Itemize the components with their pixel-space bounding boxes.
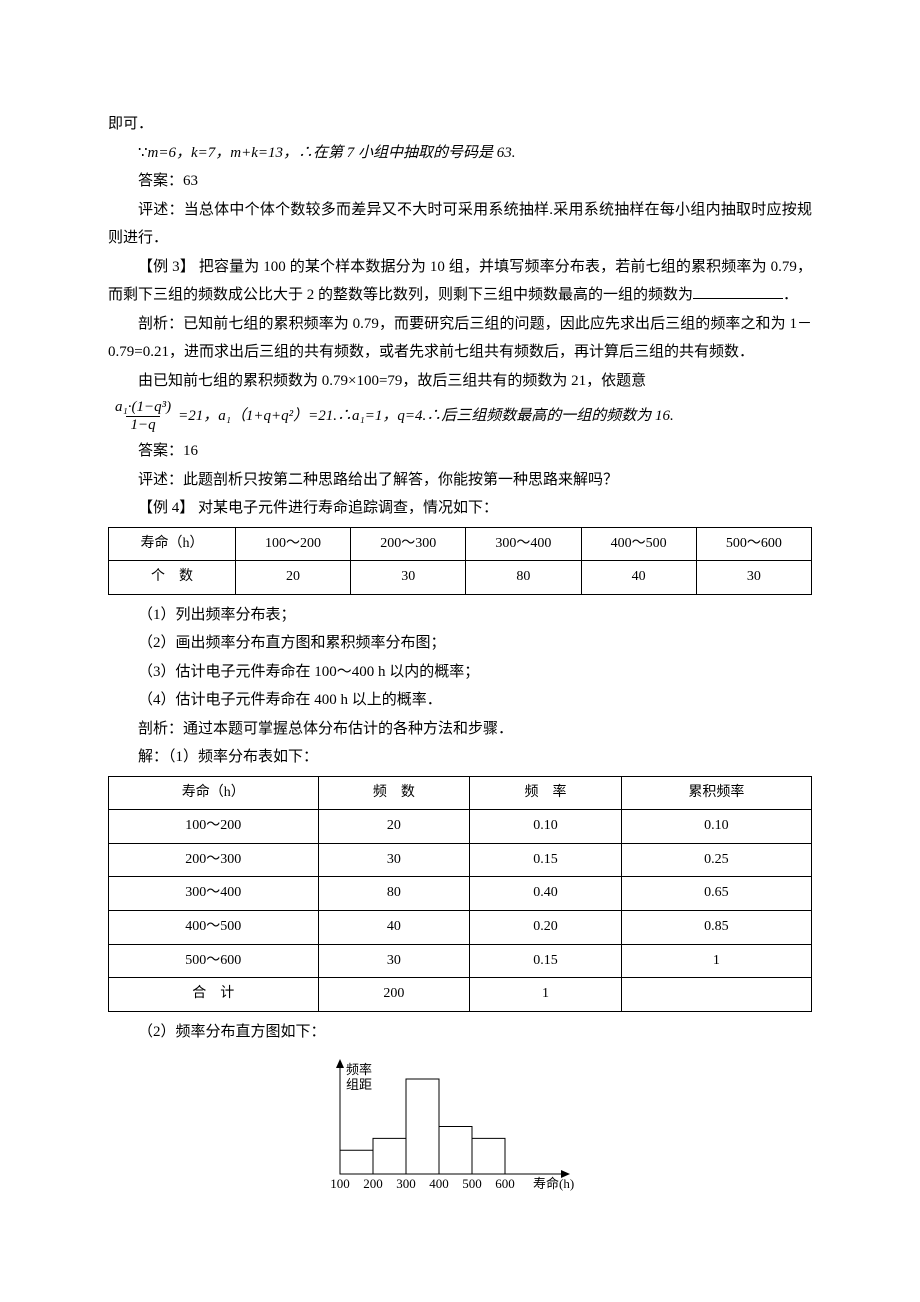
- table-cell: 80: [466, 561, 581, 595]
- table-header: 200～300: [351, 527, 466, 561]
- table-cell: 0.85: [621, 911, 811, 945]
- table-cell: 合 计: [109, 978, 319, 1012]
- svg-text:400: 400: [429, 1176, 449, 1191]
- fraction: a₁·(1−q³) 1−q: [111, 399, 175, 433]
- table-cell: 40: [318, 911, 470, 945]
- table-row: 合 计 200 1: [109, 978, 812, 1012]
- table-cell: 40: [581, 561, 696, 595]
- table-header: 频 数: [318, 776, 470, 810]
- table-cell: [621, 978, 811, 1012]
- table-row: 300～400 80 0.40 0.65: [109, 877, 812, 911]
- table-cell: 100～200: [109, 810, 319, 844]
- table-cell: 30: [318, 843, 470, 877]
- because-symbol: ∵: [138, 145, 148, 161]
- table-cell: 500～600: [109, 944, 319, 978]
- paragraph-derivation: ∵m=6，k=7，m+k=13，∴在第 7 小组中抽取的号码是 63.: [108, 139, 812, 168]
- example-3: 【例 3】 把容量为 100 的某个样本数据分为 10 组，并填写频率分布表，若…: [108, 253, 812, 310]
- table-cell: 30: [696, 561, 811, 595]
- svg-text:300: 300: [396, 1176, 416, 1191]
- svg-text:100: 100: [330, 1176, 350, 1191]
- table-row: 200～300 30 0.15 0.25: [109, 843, 812, 877]
- svg-text:600: 600: [495, 1176, 515, 1191]
- table-cell: 0.15: [470, 944, 622, 978]
- paragraph-cont: 即可．: [108, 110, 812, 139]
- table-cell: 1: [621, 944, 811, 978]
- table-header: 频 率: [470, 776, 622, 810]
- table-cell: 0.40: [470, 877, 622, 911]
- formula-line: a₁·(1−q³) 1−q =21，a₁（1+q+q²）=21.∴a₁=1，q=…: [108, 399, 812, 433]
- table-header: 500～600: [696, 527, 811, 561]
- question-4: （4）估计电子元件寿命在 400 h 以上的概率．: [108, 686, 812, 715]
- table-cell: 20: [318, 810, 470, 844]
- svg-text:频率: 频率: [346, 1062, 372, 1077]
- fraction-denominator: 1−q: [126, 416, 159, 434]
- table-row: 400～500 40 0.20 0.85: [109, 911, 812, 945]
- table-cell: 80: [318, 877, 470, 911]
- histogram-wrapper: 100 200 300 400 500 600 频率组距寿命(h): [108, 1054, 812, 1204]
- table-cell: 30: [351, 561, 466, 595]
- table-cell: 300～400: [109, 877, 319, 911]
- table-header: 累积频率: [621, 776, 811, 810]
- table-cell: 400～500: [109, 911, 319, 945]
- example-4: 【例 4】 对某电子元件进行寿命追踪调查，情况如下：: [108, 494, 812, 523]
- table-row: 寿命（h） 频 数 频 率 累积频率: [109, 776, 812, 810]
- math-expr: m=6，k=7，m+k=13，∴在第 7 小组中抽取的号码是 63.: [148, 145, 516, 161]
- analysis-paragraph: 剖析：已知前七组的累积频率为 0.79，而要研究后三组的问题，因此应先求出后三组…: [108, 310, 812, 367]
- solution-1: 解：（1）频率分布表如下：: [108, 743, 812, 772]
- formula-rest: =21，a₁（1+q+q²）=21.∴a₁=1，q=4.∴后三组频数最高的一组的…: [178, 402, 674, 431]
- svg-text:寿命(h): 寿命(h): [533, 1176, 574, 1191]
- table-cell: 个 数: [109, 561, 236, 595]
- table-header: 寿命（h）: [109, 776, 319, 810]
- table-row: 100～200 20 0.10 0.10: [109, 810, 812, 844]
- frequency-table: 寿命（h） 频 数 频 率 累积频率 100～200 20 0.10 0.10 …: [108, 776, 812, 1012]
- answer-line: 答案：63: [108, 167, 812, 196]
- example-3-end: ．: [783, 287, 798, 303]
- solution-2: （2）频率分布直方图如下：: [108, 1018, 812, 1047]
- table-cell: 0.65: [621, 877, 811, 911]
- table-cell: 0.20: [470, 911, 622, 945]
- answer-line-2: 答案：16: [108, 437, 812, 466]
- comment-paragraph: 评述：当总体中个体个数较多而差异又不大时可采用系统抽样.采用系统抽样在每小组内抽…: [108, 196, 812, 253]
- table-cell: 0.15: [470, 843, 622, 877]
- fill-blank: [693, 284, 783, 299]
- table-header: 400～500: [581, 527, 696, 561]
- svg-text:500: 500: [462, 1176, 482, 1191]
- table-cell: 30: [318, 944, 470, 978]
- table-cell: 0.10: [470, 810, 622, 844]
- question-2: （2）画出频率分布直方图和累积频率分布图；: [108, 629, 812, 658]
- analysis-2: 剖析：通过本题可掌握总体分布估计的各种方法和步骤．: [108, 715, 812, 744]
- question-3: （3）估计电子元件寿命在 100～400 h 以内的概率；: [108, 658, 812, 687]
- table-row: 个 数 20 30 80 40 30: [109, 561, 812, 595]
- table-cell: 200～300: [109, 843, 319, 877]
- lifespan-table: 寿命（h） 100～200 200～300 300～400 400～500 50…: [108, 527, 812, 595]
- table-row: 500～600 30 0.15 1: [109, 944, 812, 978]
- svg-text:组距: 组距: [346, 1077, 372, 1092]
- table-cell: 1: [470, 978, 622, 1012]
- table-header: 100～200: [235, 527, 350, 561]
- histogram-chart: 100 200 300 400 500 600 频率组距寿命(h): [290, 1054, 630, 1204]
- table-row: 寿命（h） 100～200 200～300 300～400 400～500 50…: [109, 527, 812, 561]
- question-1: （1）列出频率分布表；: [108, 601, 812, 630]
- table-cell: 20: [235, 561, 350, 595]
- derivation-paragraph: 由已知前七组的累积频数为 0.79×100=79，故后三组共有的频数为 21，依…: [108, 367, 812, 396]
- table-header: 300～400: [466, 527, 581, 561]
- table-cell: 200: [318, 978, 470, 1012]
- comment-paragraph-2: 评述：此题剖析只按第二种思路给出了解答，你能按第一种思路来解吗？: [108, 466, 812, 495]
- table-header: 寿命（h）: [109, 527, 236, 561]
- table-cell: 0.25: [621, 843, 811, 877]
- table-cell: 0.10: [621, 810, 811, 844]
- fraction-numerator: a₁·(1−q³): [111, 399, 175, 416]
- svg-text:200: 200: [363, 1176, 383, 1191]
